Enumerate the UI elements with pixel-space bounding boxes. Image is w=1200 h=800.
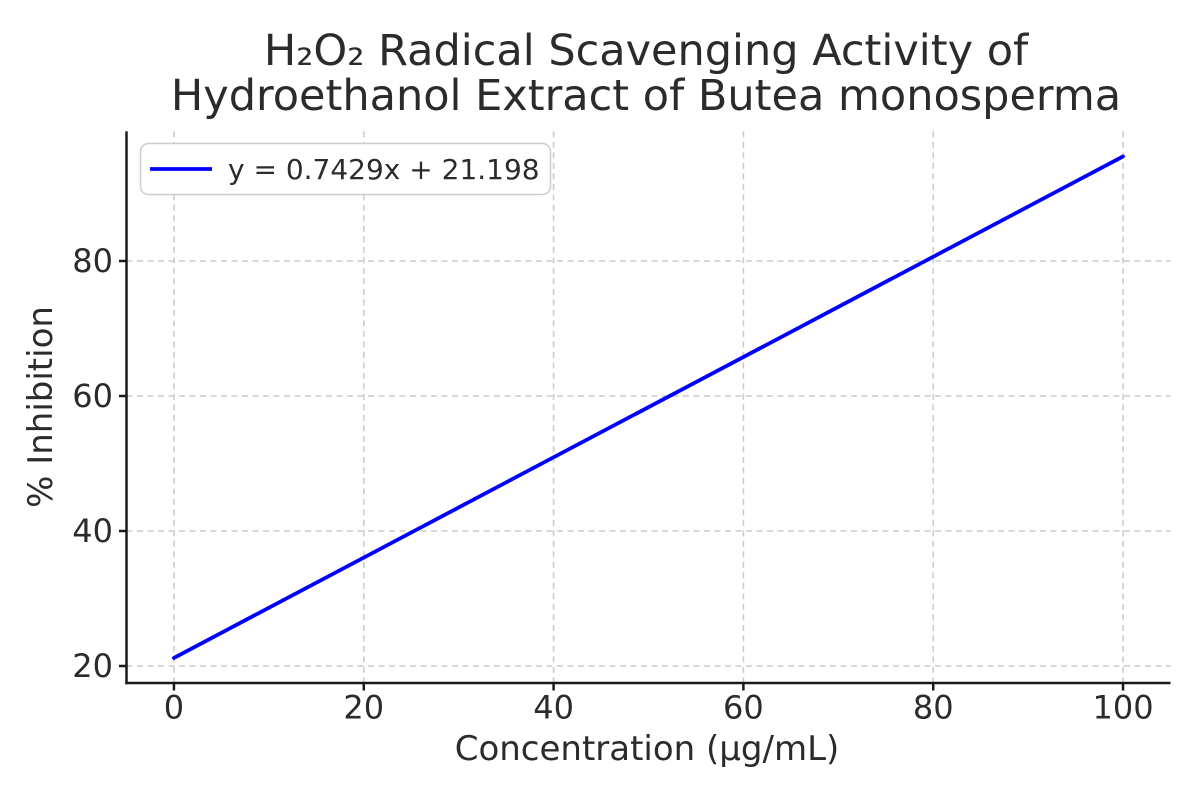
legend: y = 0.7429x + 21.198 (139, 142, 552, 196)
y-tick-label: 80 (72, 242, 113, 280)
chart-title-line2: Hydroethanol Extract of Butea monosperma (171, 71, 1121, 121)
y-tick-label: 40 (72, 512, 113, 550)
x-axis-label: Concentration (μg/mL) (455, 729, 840, 769)
legend-box (139, 142, 552, 196)
axis-spine-layer (125, 131, 1171, 685)
y-tick-label: 60 (72, 377, 113, 415)
data-line-layer (172, 154, 1125, 660)
x-tick-label: 60 (723, 689, 764, 727)
y-tick-label: 20 (72, 647, 113, 685)
x-tick-label: 100 (1093, 689, 1154, 727)
tick-layer: 0 20 40 60 80 100 20 40 60 80 (72, 242, 1153, 727)
x-tick-label: 20 (343, 689, 384, 727)
regression-line (172, 154, 1125, 660)
y-axis-label: % Inhibition (21, 306, 61, 508)
x-tick-label: 80 (913, 689, 954, 727)
x-tick-label: 0 (164, 689, 184, 727)
chart-title-line1: H₂O₂ Radical Scavenging Activity of (264, 26, 1029, 76)
grid-layer (126, 131, 1171, 683)
legend-label: y = 0.7429x + 21.198 (228, 153, 540, 186)
x-tick-label: 40 (533, 689, 574, 727)
